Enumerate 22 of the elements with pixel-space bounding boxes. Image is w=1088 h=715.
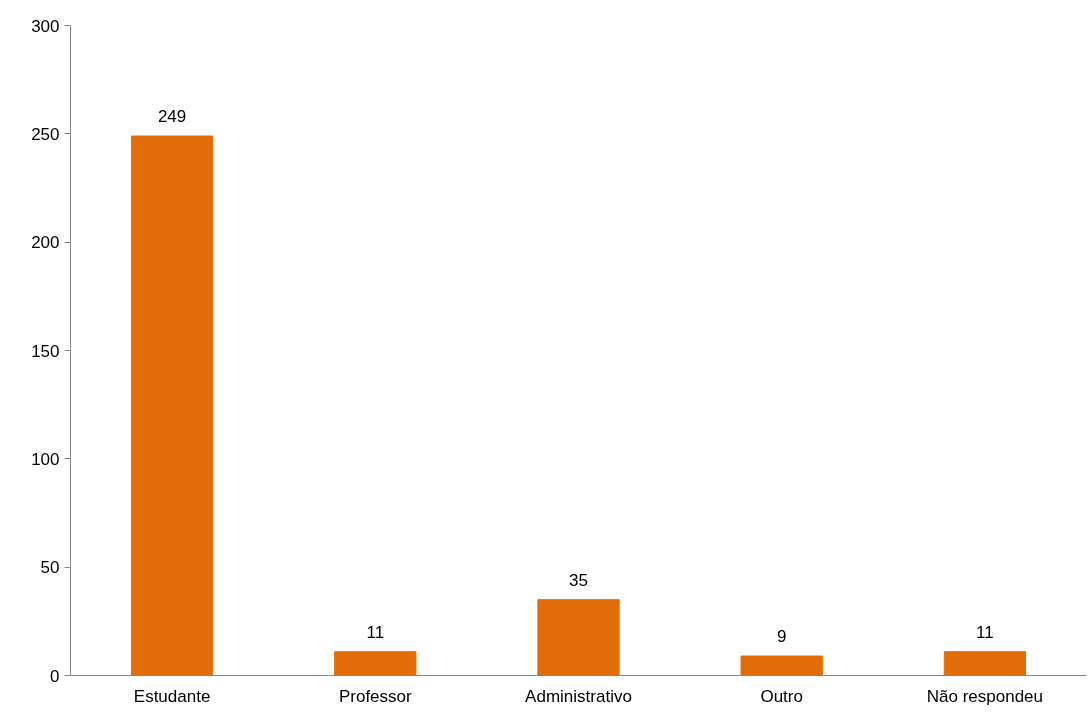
data-label: 35 [569,570,588,590]
y-tick-label: 300 [31,16,60,36]
data-label: 11 [976,622,994,642]
data-label: 11 [366,622,385,642]
y-tick-label: 250 [31,124,60,144]
data-label: 249 [157,107,187,126]
x-tick-label: Não respondeu [926,686,1044,706]
x-tick-label: Outro [760,686,803,706]
x-tick-label: Administrativo [525,686,632,706]
bar [130,135,214,676]
y-tick-label: 200 [31,233,60,253]
bar [943,651,1027,676]
data-label: 9 [776,627,787,646]
y-tick-label: 50 [40,558,60,578]
x-tick-label: Professor [338,686,413,706]
y-tick-label: 0 [50,666,60,686]
bar [740,655,823,676]
bar [334,651,417,676]
x-tick-label: Estudante [133,686,211,706]
y-tick-label: 150 [31,341,60,361]
bar [537,599,620,676]
y-tick-label: 100 [31,449,60,469]
